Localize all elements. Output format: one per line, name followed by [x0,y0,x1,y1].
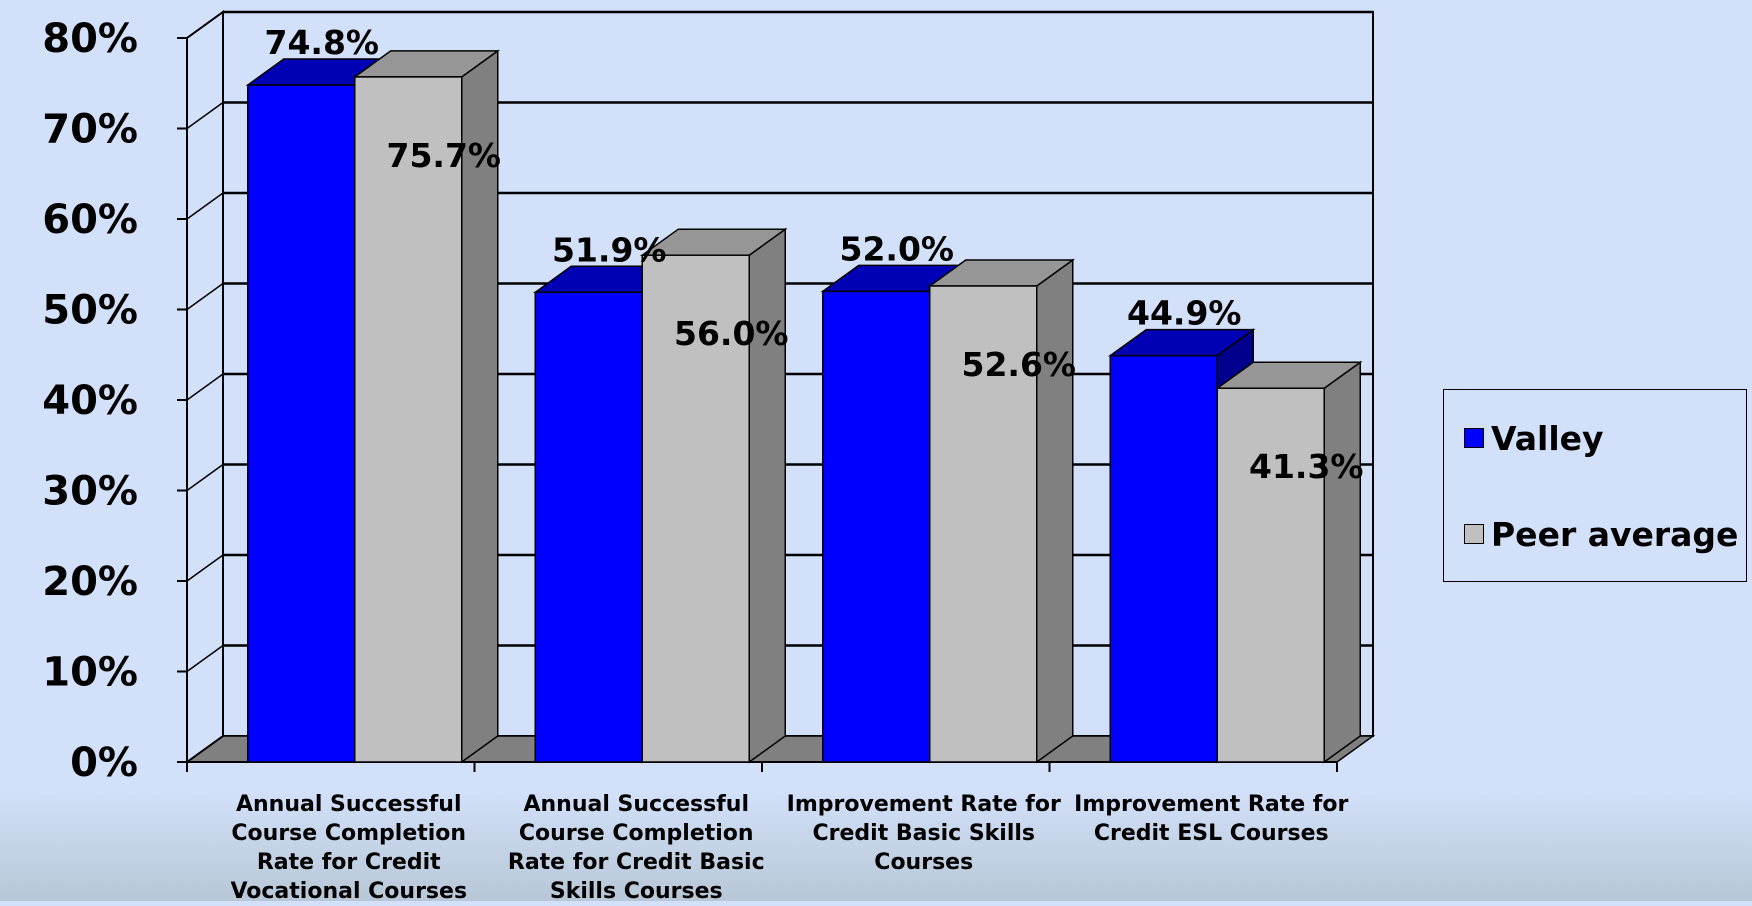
bar-side [1323,360,1361,764]
bar-front [247,84,356,763]
y-tick-label: 0% [70,740,138,786]
bar-front [534,291,643,763]
legend-swatch-peer-average [1464,524,1484,544]
bar-front [354,76,463,763]
category-label-line: Skills Courses [549,879,723,904]
category-label-line: Course Completion [231,821,467,846]
y-tick-label: 20% [42,559,138,605]
gridline-diagonal [186,373,224,401]
category-label-line: Course Completion [518,821,754,846]
bar-peer-average-3 [927,258,1076,764]
bar-front [641,254,750,763]
category-label-1: Annual Successful Course Completion Rate f… [199,790,499,906]
data-label-peer-average-2: 56.0% [674,314,789,353]
y-tick-label: 30% [42,469,138,515]
bar-front [929,285,1038,763]
y-tick-label: 40% [42,378,138,424]
legend-item-peer-average: Peer average [1464,514,1738,554]
category-label-line: Improvement Rate for [1074,792,1349,817]
y-tick-label: 70% [42,107,138,153]
y-tick-label: 60% [42,197,138,243]
data-label-valley-3: 52.0% [840,229,955,268]
bar-side [748,227,786,764]
category-label-2: Annual Successful Course Completion Rate f… [486,790,786,906]
category-label-4: Improvement Rate for Credit ESL Courses [1061,790,1361,848]
gridline-diagonal [186,463,224,492]
gridline-diagonal [186,554,224,582]
category-label-line: Credit Basic Skills [812,821,1036,846]
gridline-diagonal [186,644,224,673]
legend: Valley Peer average [1443,389,1747,582]
bar-side [1036,258,1074,764]
gridline-diagonal [186,11,224,39]
category-label-line: Annual Successful [235,792,462,817]
bar-peer-average-4 [1214,360,1363,764]
category-label-line: Rate for Credit Basic [507,850,765,875]
data-label-peer-average-1: 75.7% [387,136,502,175]
data-label-peer-average-3: 52.6% [962,345,1077,384]
bars [245,49,1363,764]
category-label-line: Credit ESL Courses [1093,821,1329,846]
bar-front [1216,387,1325,763]
category-label-3: Improvement Rate for Credit Basic Skills C… [774,790,1074,877]
category-label-line: Improvement Rate for [786,792,1061,817]
data-label-valley-4: 44.9% [1127,294,1242,333]
legend-item-valley: Valley [1464,418,1604,458]
y-tick-label: 80% [42,16,138,62]
gridline-diagonal [186,101,224,130]
category-label-line: Vocational Courses [230,879,468,904]
legend-label-valley: Valley [1491,418,1604,458]
y-tick-label: 50% [42,288,138,334]
category-label-line: Courses [874,850,974,875]
category-label-line: Annual Successful [523,792,750,817]
legend-label-peer-average: Peer average [1491,514,1739,554]
data-labels: 74.8% 75.7% 51.9% 56.0% 52.0% 52.6% 44.9% 41.3% [265,23,1364,486]
bar-front [1109,354,1218,763]
bar-peer-average-2 [639,227,788,764]
bar-peer-average-1 [352,49,501,764]
y-tick-label: 10% [42,650,138,696]
category-label-line: Rate for Credit [256,850,441,875]
gridline-diagonal [186,282,224,311]
data-label-valley-2: 51.9% [552,230,667,269]
legend-swatch-valley [1464,428,1484,448]
data-label-peer-average-4: 41.3% [1249,447,1364,486]
gridline-diagonal [186,192,224,220]
bar-front [822,290,931,763]
data-label-valley-1: 74.8% [265,23,380,62]
